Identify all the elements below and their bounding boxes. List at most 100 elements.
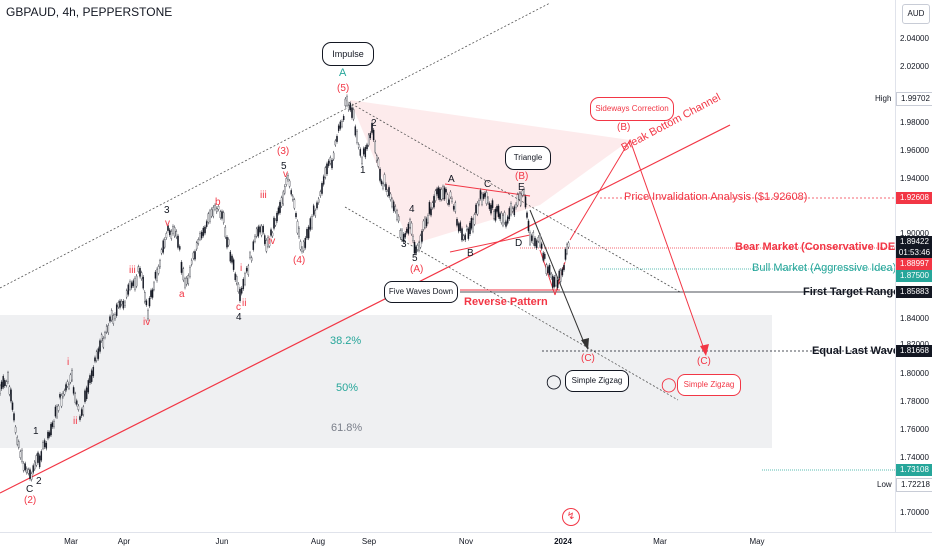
candle-body: [496, 206, 498, 212]
candle-body: [406, 228, 408, 233]
price-label-target: 1.85883: [896, 286, 932, 298]
candle-body: [27, 469, 30, 474]
candle-body: [287, 175, 289, 180]
candle-body: [69, 374, 72, 383]
candle-body: [84, 390, 86, 402]
candle-body: [40, 451, 43, 461]
wave-c-1: c: [236, 302, 241, 313]
time-axis[interactable]: Mar Apr Jun Aug Sep Nov 2024 Mar May: [0, 532, 932, 551]
candle-body: [259, 226, 261, 233]
candle-body: [236, 276, 238, 284]
candle-body: [506, 216, 509, 224]
candle-body: [199, 233, 201, 240]
candle-body: [68, 384, 70, 389]
candle-body: [35, 455, 38, 466]
candle-body: [306, 228, 308, 239]
candle-body: [195, 242, 198, 250]
currency-button[interactable]: AUD: [902, 4, 930, 24]
candle-body: [542, 252, 544, 261]
candle-body: [76, 400, 78, 405]
candle-body: [361, 157, 363, 164]
price-label-high: 1.99702: [896, 92, 932, 106]
price-label-bull: 1.87500: [896, 270, 932, 282]
candle-body: [553, 276, 556, 287]
candle-body: [428, 202, 431, 214]
candle-body: [371, 123, 373, 133]
candle-body: [153, 282, 155, 290]
chart-canvas[interactable]: GBPAUD, 4h, PEPPERSTONE Impulse Triangle…: [0, 0, 895, 532]
candle-body: [352, 109, 355, 120]
price-label-equal-wave: 1.81668: [896, 345, 932, 357]
candle-body: [164, 239, 166, 248]
time-tick: Mar: [64, 537, 78, 546]
candle-body: [247, 265, 250, 275]
candle-body: [190, 260, 193, 265]
five-waves-callout[interactable]: Five Waves Down: [384, 281, 458, 303]
candle-body: [7, 372, 9, 382]
candle-body: [421, 230, 423, 242]
flash-icon[interactable]: ↯: [562, 508, 580, 526]
candle-body: [4, 380, 6, 387]
candle-body: [129, 281, 131, 290]
candle-body: [558, 270, 560, 279]
candle-body: [439, 188, 441, 200]
candle-body: [311, 216, 313, 229]
candle-body: [389, 193, 392, 200]
candle-body: [481, 193, 483, 205]
candle-body: [42, 442, 44, 449]
simple-zigzag-callout-1[interactable]: Simple Zigzag: [565, 370, 629, 392]
candle-body: [50, 423, 52, 436]
candle-body: [374, 141, 376, 153]
candle-body: [479, 190, 482, 199]
candle-body: [521, 190, 524, 196]
price-tick: 1.98000: [900, 118, 929, 127]
candle-body: [30, 473, 33, 480]
candle-body: [265, 240, 268, 252]
symbol-title: GBPAUD, 4h, PEPPERSTONE: [6, 5, 173, 19]
candle-body: [402, 234, 405, 242]
wave-C-paren-2: (C): [697, 356, 711, 367]
candle-body: [314, 210, 317, 217]
price-tick: 1.80000: [900, 369, 929, 378]
candle-body: [539, 234, 541, 247]
candle-body: [419, 235, 422, 248]
candle-body: [449, 191, 452, 198]
simple-zigzag-callout-2[interactable]: Simple Zigzag: [677, 374, 741, 396]
wave-v-2: v: [283, 169, 288, 180]
candle-body: [563, 265, 565, 270]
candle-body: [53, 421, 55, 427]
candle-body: [298, 228, 300, 238]
candle-body: [264, 235, 266, 244]
candle-body: [466, 226, 468, 230]
sideways-callout[interactable]: Sideways Correction: [590, 97, 674, 121]
candle-body: [56, 406, 58, 418]
wave-D-tri: D: [515, 238, 523, 249]
candle-body: [392, 201, 395, 211]
candle-body: [207, 213, 210, 223]
candle-body: [502, 215, 504, 226]
candle-body: [89, 375, 91, 384]
candle-body: [100, 334, 103, 342]
candle-body: [229, 251, 232, 262]
impulse-callout[interactable]: Impulse: [322, 42, 374, 66]
candle-body: [45, 442, 48, 449]
wave-4: 4: [236, 312, 242, 323]
candle-body: [290, 190, 292, 195]
candle-body: [302, 241, 305, 251]
price-label-invalidation: 1.92608: [896, 192, 932, 204]
candle-body: [260, 225, 263, 236]
candle-body: [560, 269, 562, 282]
bull-projection: [569, 138, 706, 353]
price-tick: 1.78000: [900, 397, 929, 406]
candle-body: [65, 384, 67, 391]
wave-5: 5: [281, 161, 287, 172]
candle-body: [59, 394, 61, 398]
price-axis[interactable]: AUD 2.04000 2.02000 1.98000 1.96000 1.94…: [895, 0, 932, 532]
price-label-current: 1.89422: [896, 236, 932, 248]
reverse-pattern-label: Reverse Pattern: [464, 296, 548, 308]
candle-body: [2, 376, 4, 388]
candle-body: [202, 227, 205, 236]
bear-market-label: Bear Market (Conservative IDEA): [735, 241, 895, 253]
candle-body: [82, 406, 85, 415]
triangle-callout[interactable]: Triangle: [505, 146, 551, 170]
